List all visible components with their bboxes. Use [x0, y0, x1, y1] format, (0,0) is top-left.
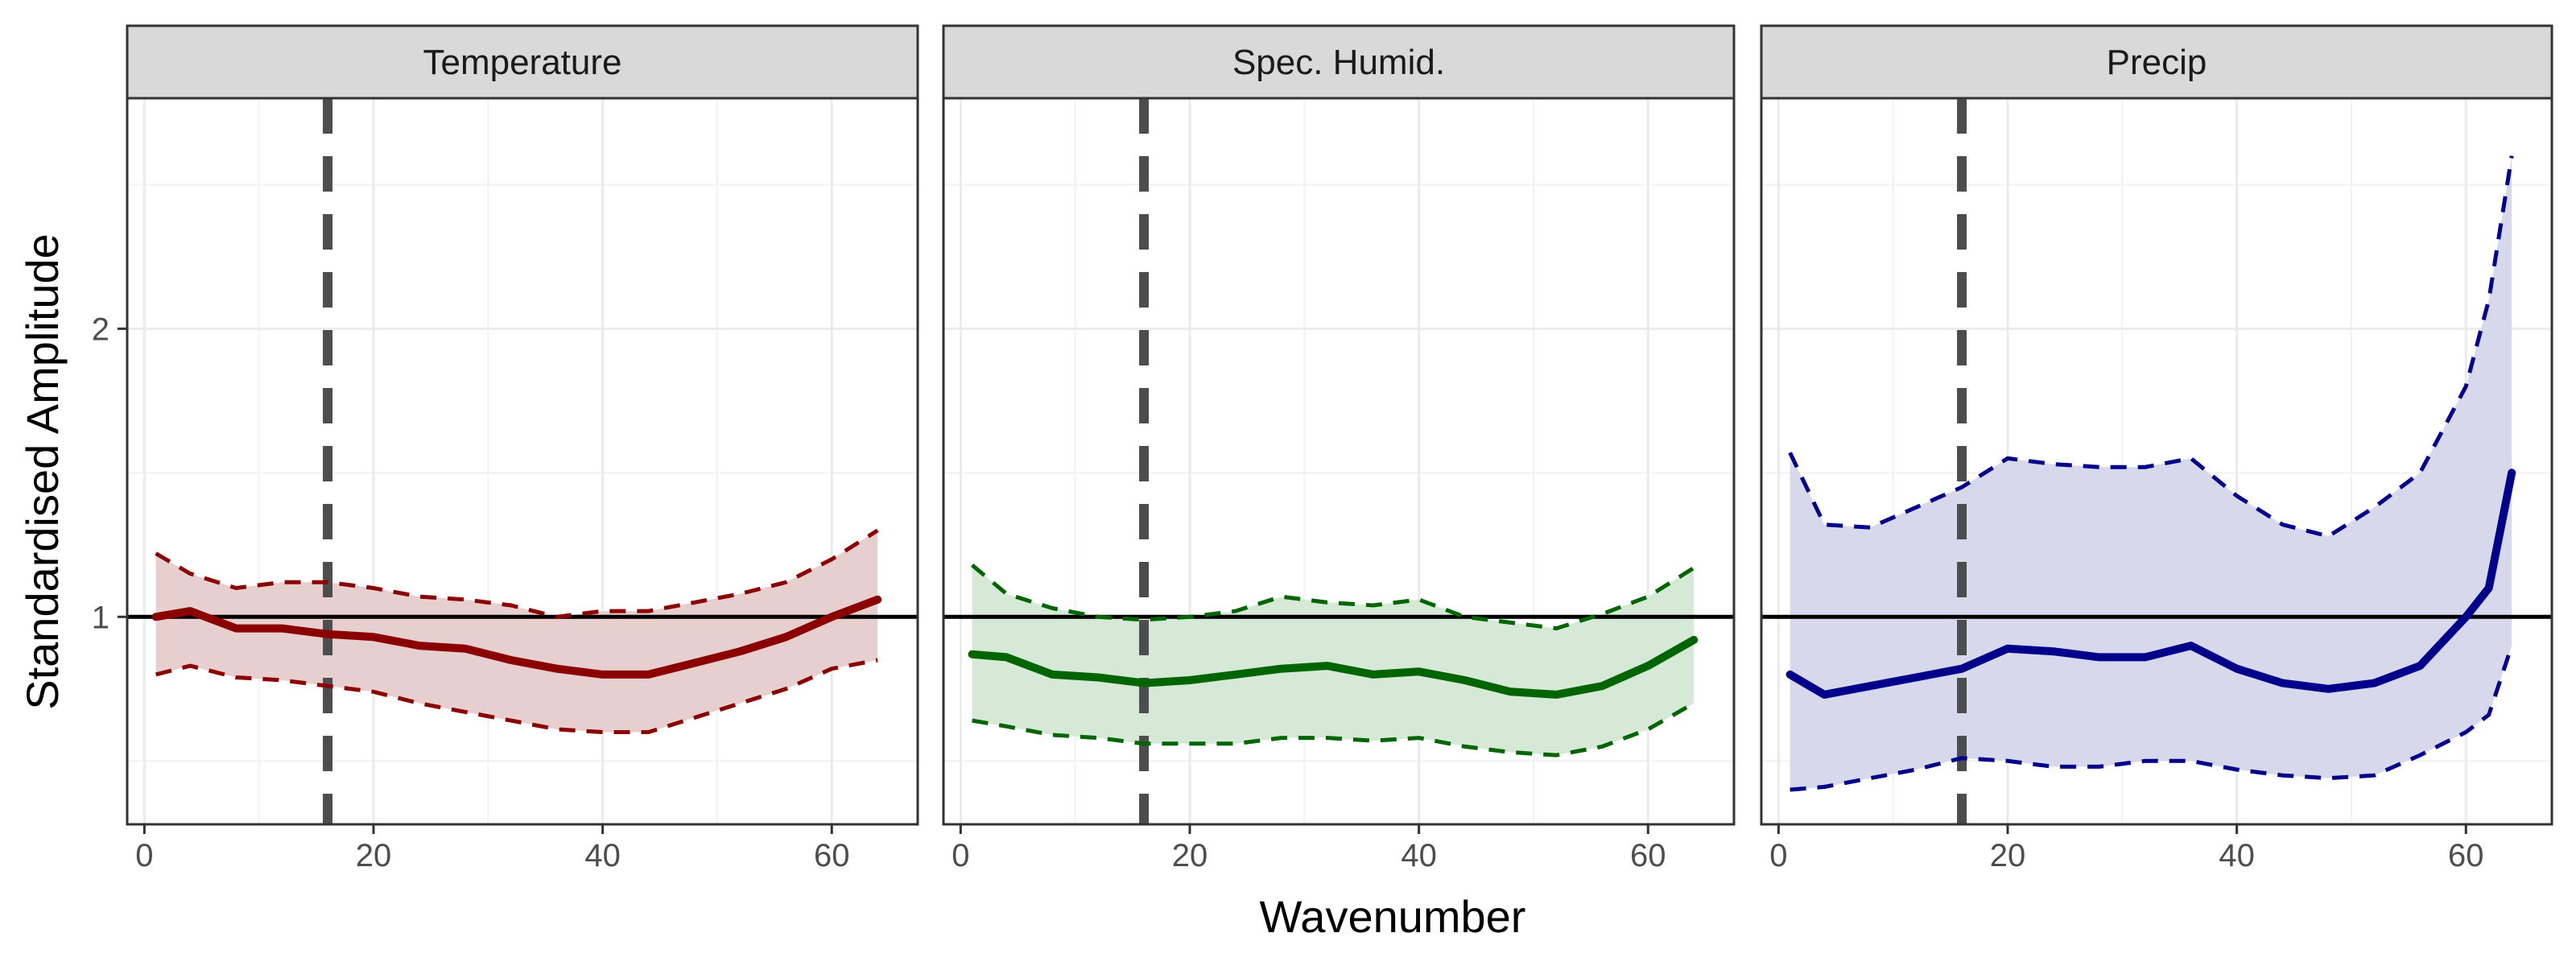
strip-header: [942, 24, 1736, 100]
x-tick-label: 0: [135, 838, 153, 873]
upper-bound-line: [1788, 155, 2514, 539]
y-tick-label: 1: [92, 600, 109, 635]
upper-bound-line: [155, 528, 879, 619]
lower-bound-line: [972, 701, 1695, 758]
x-tick-label: 20: [356, 838, 392, 873]
mean-line: [151, 595, 882, 679]
y-axis-title: Standardised Amplitude: [17, 233, 68, 710]
y-tick-label: 2: [92, 312, 109, 347]
confidence-ribbon: [1790, 155, 2512, 791]
x-tick-label: 60: [2448, 838, 2484, 873]
lower-bound-line: [155, 658, 878, 734]
strip-header: [1760, 24, 2553, 100]
x-tick-label: 20: [1990, 838, 2026, 873]
x-tick-label: 0: [952, 838, 969, 873]
lower-bound-line: [1790, 645, 2514, 792]
mean-line: [968, 635, 1699, 699]
x-tick-label: 60: [1630, 838, 1666, 873]
upper-bound-line: [970, 563, 1695, 631]
panel-spec-humid: Spec. Humid. 0 20 40 60: [942, 24, 1764, 873]
x-tick-label: 0: [1769, 838, 1787, 873]
x-axis-title: Wavenumber: [1260, 891, 1526, 942]
x-tick-label: 20: [1172, 838, 1208, 873]
strip-title: Precip: [2107, 43, 2207, 82]
confidence-ribbon: [155, 530, 878, 733]
strip-title: Temperature: [423, 43, 621, 82]
strip-title: Spec. Humid.: [1232, 43, 1445, 82]
x-tick-label: 40: [2219, 838, 2255, 873]
mean-line: [1785, 469, 2516, 699]
confidence-ribbon: [972, 564, 1695, 756]
x-tick-label: 40: [584, 838, 621, 873]
panel-precip: Precip 0 20 40 60: [1760, 24, 2553, 873]
x-tick-label: 40: [1401, 838, 1437, 873]
panel-temperature: Temperature 0 20 40 60 1 2: [92, 24, 947, 873]
strip-header: [126, 24, 919, 100]
x-tick-label: 60: [814, 838, 850, 873]
